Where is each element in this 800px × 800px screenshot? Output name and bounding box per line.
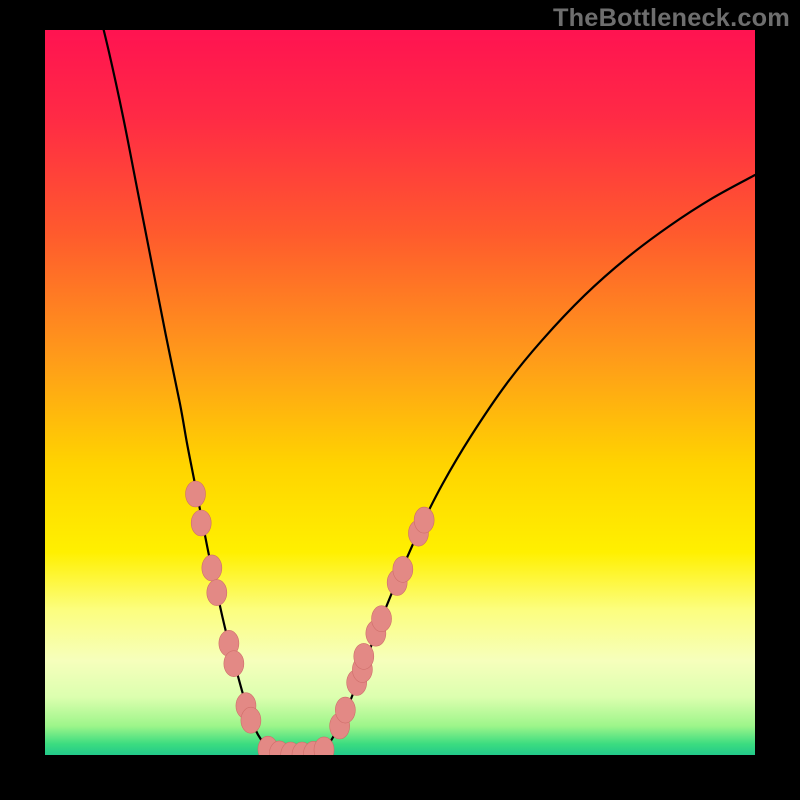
data-marker: [186, 481, 206, 507]
data-marker: [335, 697, 355, 723]
data-marker: [224, 651, 244, 677]
data-marker: [191, 510, 211, 536]
data-marker: [372, 606, 392, 632]
data-marker: [207, 580, 227, 606]
bottleneck-chart-svg: [0, 0, 800, 800]
data-marker: [354, 643, 374, 669]
plot-background: [45, 30, 755, 755]
data-marker: [202, 555, 222, 581]
data-marker: [241, 707, 261, 733]
data-marker: [414, 507, 434, 533]
chart-stage: TheBottleneck.com: [0, 0, 800, 800]
data-marker: [393, 556, 413, 582]
